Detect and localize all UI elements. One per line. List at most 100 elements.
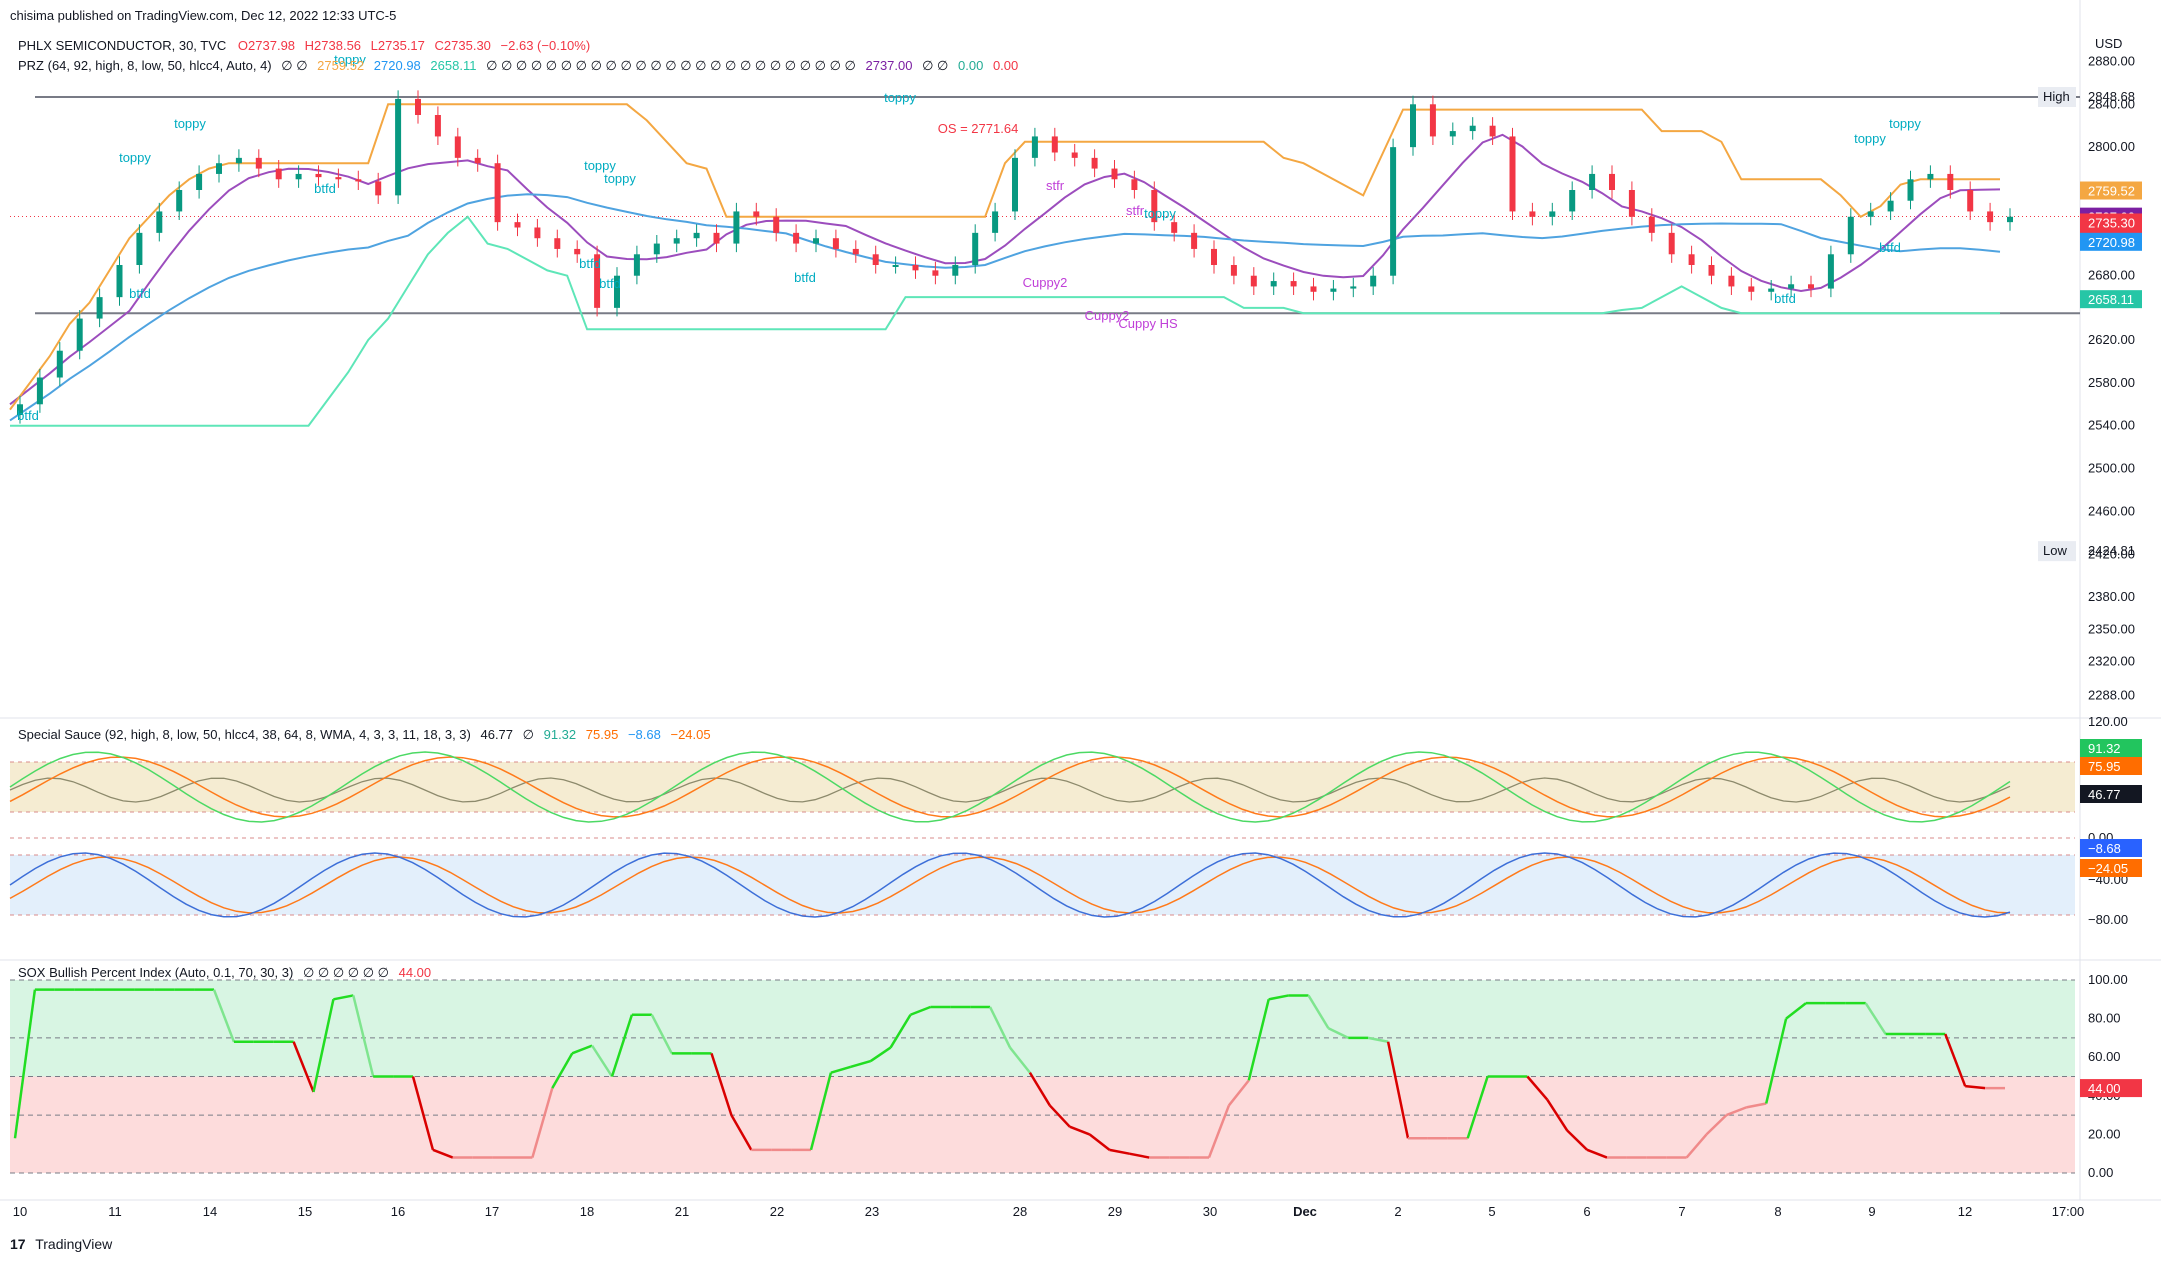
candle-body [1270, 281, 1277, 287]
main-y-tick-label: 2800.00 [2088, 139, 2135, 154]
sox-segment [988, 1006, 1012, 1049]
ss-value-tag: 91.32 [2088, 741, 2121, 756]
tradingview-logo-icon: 17 [10, 1236, 26, 1252]
sox-segment [610, 1014, 634, 1077]
price-tag-bg [2080, 213, 2142, 232]
prz-value-1: 2759.52 [317, 58, 365, 73]
ss-value-5: −24.05 [670, 727, 711, 742]
candle-body [1788, 284, 1795, 289]
sox-segment [1725, 1106, 1747, 1117]
high-label: High [2043, 89, 2070, 104]
sox-segment [1685, 1133, 1708, 1159]
candle-body [335, 177, 342, 180]
sox-segment [1207, 1105, 1231, 1159]
candle-body [1131, 179, 1138, 190]
annotation-label: Cuppy2 [1085, 308, 1130, 323]
ss-orange-line [9, 756, 2011, 818]
candle-body [1987, 211, 1994, 223]
main-y-tick-label: 2840.00 [2088, 96, 2135, 111]
sox-segment [809, 1072, 833, 1151]
candle-body [1111, 168, 1118, 180]
candle-body [96, 297, 103, 319]
x-tick-label: 16 [391, 1204, 405, 1219]
candle-body [832, 238, 839, 249]
candle-body [1390, 147, 1397, 276]
sox-segment [650, 1014, 673, 1054]
sox-segment [1367, 1036, 1389, 1043]
sox-segment [591, 1044, 614, 1078]
sox-y-tick-label: 0.00 [2088, 1165, 2113, 1180]
annotation-label: toppy [334, 52, 366, 67]
low-value: L2735.17 [370, 38, 425, 53]
candle-body [1012, 157, 1018, 212]
candle-body [375, 181, 382, 196]
prz-value-5: 0.00 [958, 58, 984, 73]
annotation-label: stfr [1046, 178, 1065, 193]
annotation-label: btfd [129, 286, 151, 301]
candle-body [1867, 211, 1874, 217]
prz-blue-line [9, 193, 2001, 422]
price-tag-label: 2658.11 [2088, 292, 2134, 307]
sox-segment [1109, 1148, 1130, 1155]
candle-body [395, 98, 402, 196]
open-value: O2737.98 [237, 38, 296, 53]
candle-body [1668, 232, 1675, 255]
candle-body [1628, 190, 1635, 217]
sox-segment [1009, 1046, 1031, 1074]
ss-value-tag: 46.77 [2088, 787, 2121, 802]
candle-body [116, 265, 123, 298]
annotation-label: toppy [119, 150, 151, 165]
x-tick-label: 15 [298, 1204, 312, 1219]
candle-body [1509, 136, 1516, 212]
sox-segment [212, 989, 236, 1043]
candle-body [56, 350, 63, 378]
candle-body [633, 254, 640, 276]
annotation-label: toppy [1144, 206, 1176, 221]
candle-body [1967, 190, 1974, 212]
candle-body [673, 238, 680, 244]
candle-body [1410, 104, 1416, 148]
candle-body [813, 238, 819, 244]
candle-body [1051, 136, 1058, 153]
candle-body [454, 136, 461, 158]
sox-y-tick-label: 20.00 [2088, 1126, 2121, 1141]
symbol-legend[interactable]: PHLX SEMICONDUCTOR, 30, TVC O2737.98 H27… [18, 38, 590, 53]
main-y-tick-label: 2680.00 [2088, 268, 2135, 283]
footer-brand[interactable]: 17 TradingView [10, 1236, 112, 1252]
sox-segment [333, 994, 354, 1001]
special-sauce-legend[interactable]: Special Sauce (92, high, 8, low, 50, hlc… [18, 727, 711, 743]
x-tick-label: 12 [1958, 1204, 1972, 1219]
candle-body [793, 232, 800, 244]
candle-body [1211, 248, 1217, 265]
x-tick-label: 2 [1394, 1204, 1401, 1219]
candle-body [1449, 131, 1456, 137]
x-tick-label: 6 [1583, 1204, 1590, 1219]
main-y-tick-label: 2620.00 [2088, 332, 2135, 347]
x-tick-label: 22 [770, 1204, 784, 1219]
annotation-label: Cuppy2 [1023, 275, 1068, 290]
sox-segment [910, 1005, 931, 1016]
x-tick-label: 21 [675, 1204, 689, 1219]
low-label: Low [2043, 543, 2067, 558]
candle-body [574, 248, 581, 255]
ss-value-tag-bg [2080, 785, 2142, 803]
sox-legend[interactable]: SOX Bullish Percent Index (Auto, 0.1, 70… [18, 965, 431, 981]
sox-segment [1586, 1148, 1608, 1159]
prz-legend[interactable]: PRZ (64, 92, high, 8, low, 50, hlcc4, Au… [18, 58, 1018, 74]
sox-segment [1566, 1129, 1588, 1151]
candle-body [1808, 284, 1814, 289]
candle-body [1589, 173, 1596, 190]
annotation-label: OS = 2771.64 [938, 121, 1019, 136]
sox-segment [1048, 1104, 1071, 1128]
ss-value-tag-bg [2080, 839, 2142, 857]
currency-label: USD [2095, 36, 2122, 51]
symbol-name: PHLX SEMICONDUCTOR, 30, TVC [18, 38, 227, 53]
candle-body [156, 211, 163, 233]
ss-value-tag-bg [2080, 739, 2142, 757]
sox-segment [352, 995, 375, 1077]
main-y-tick-label: 2380.00 [2088, 589, 2135, 604]
ss-value-1: 46.77 [480, 727, 514, 742]
candle-body [1529, 211, 1536, 217]
annotation-label: toppy [604, 171, 636, 186]
